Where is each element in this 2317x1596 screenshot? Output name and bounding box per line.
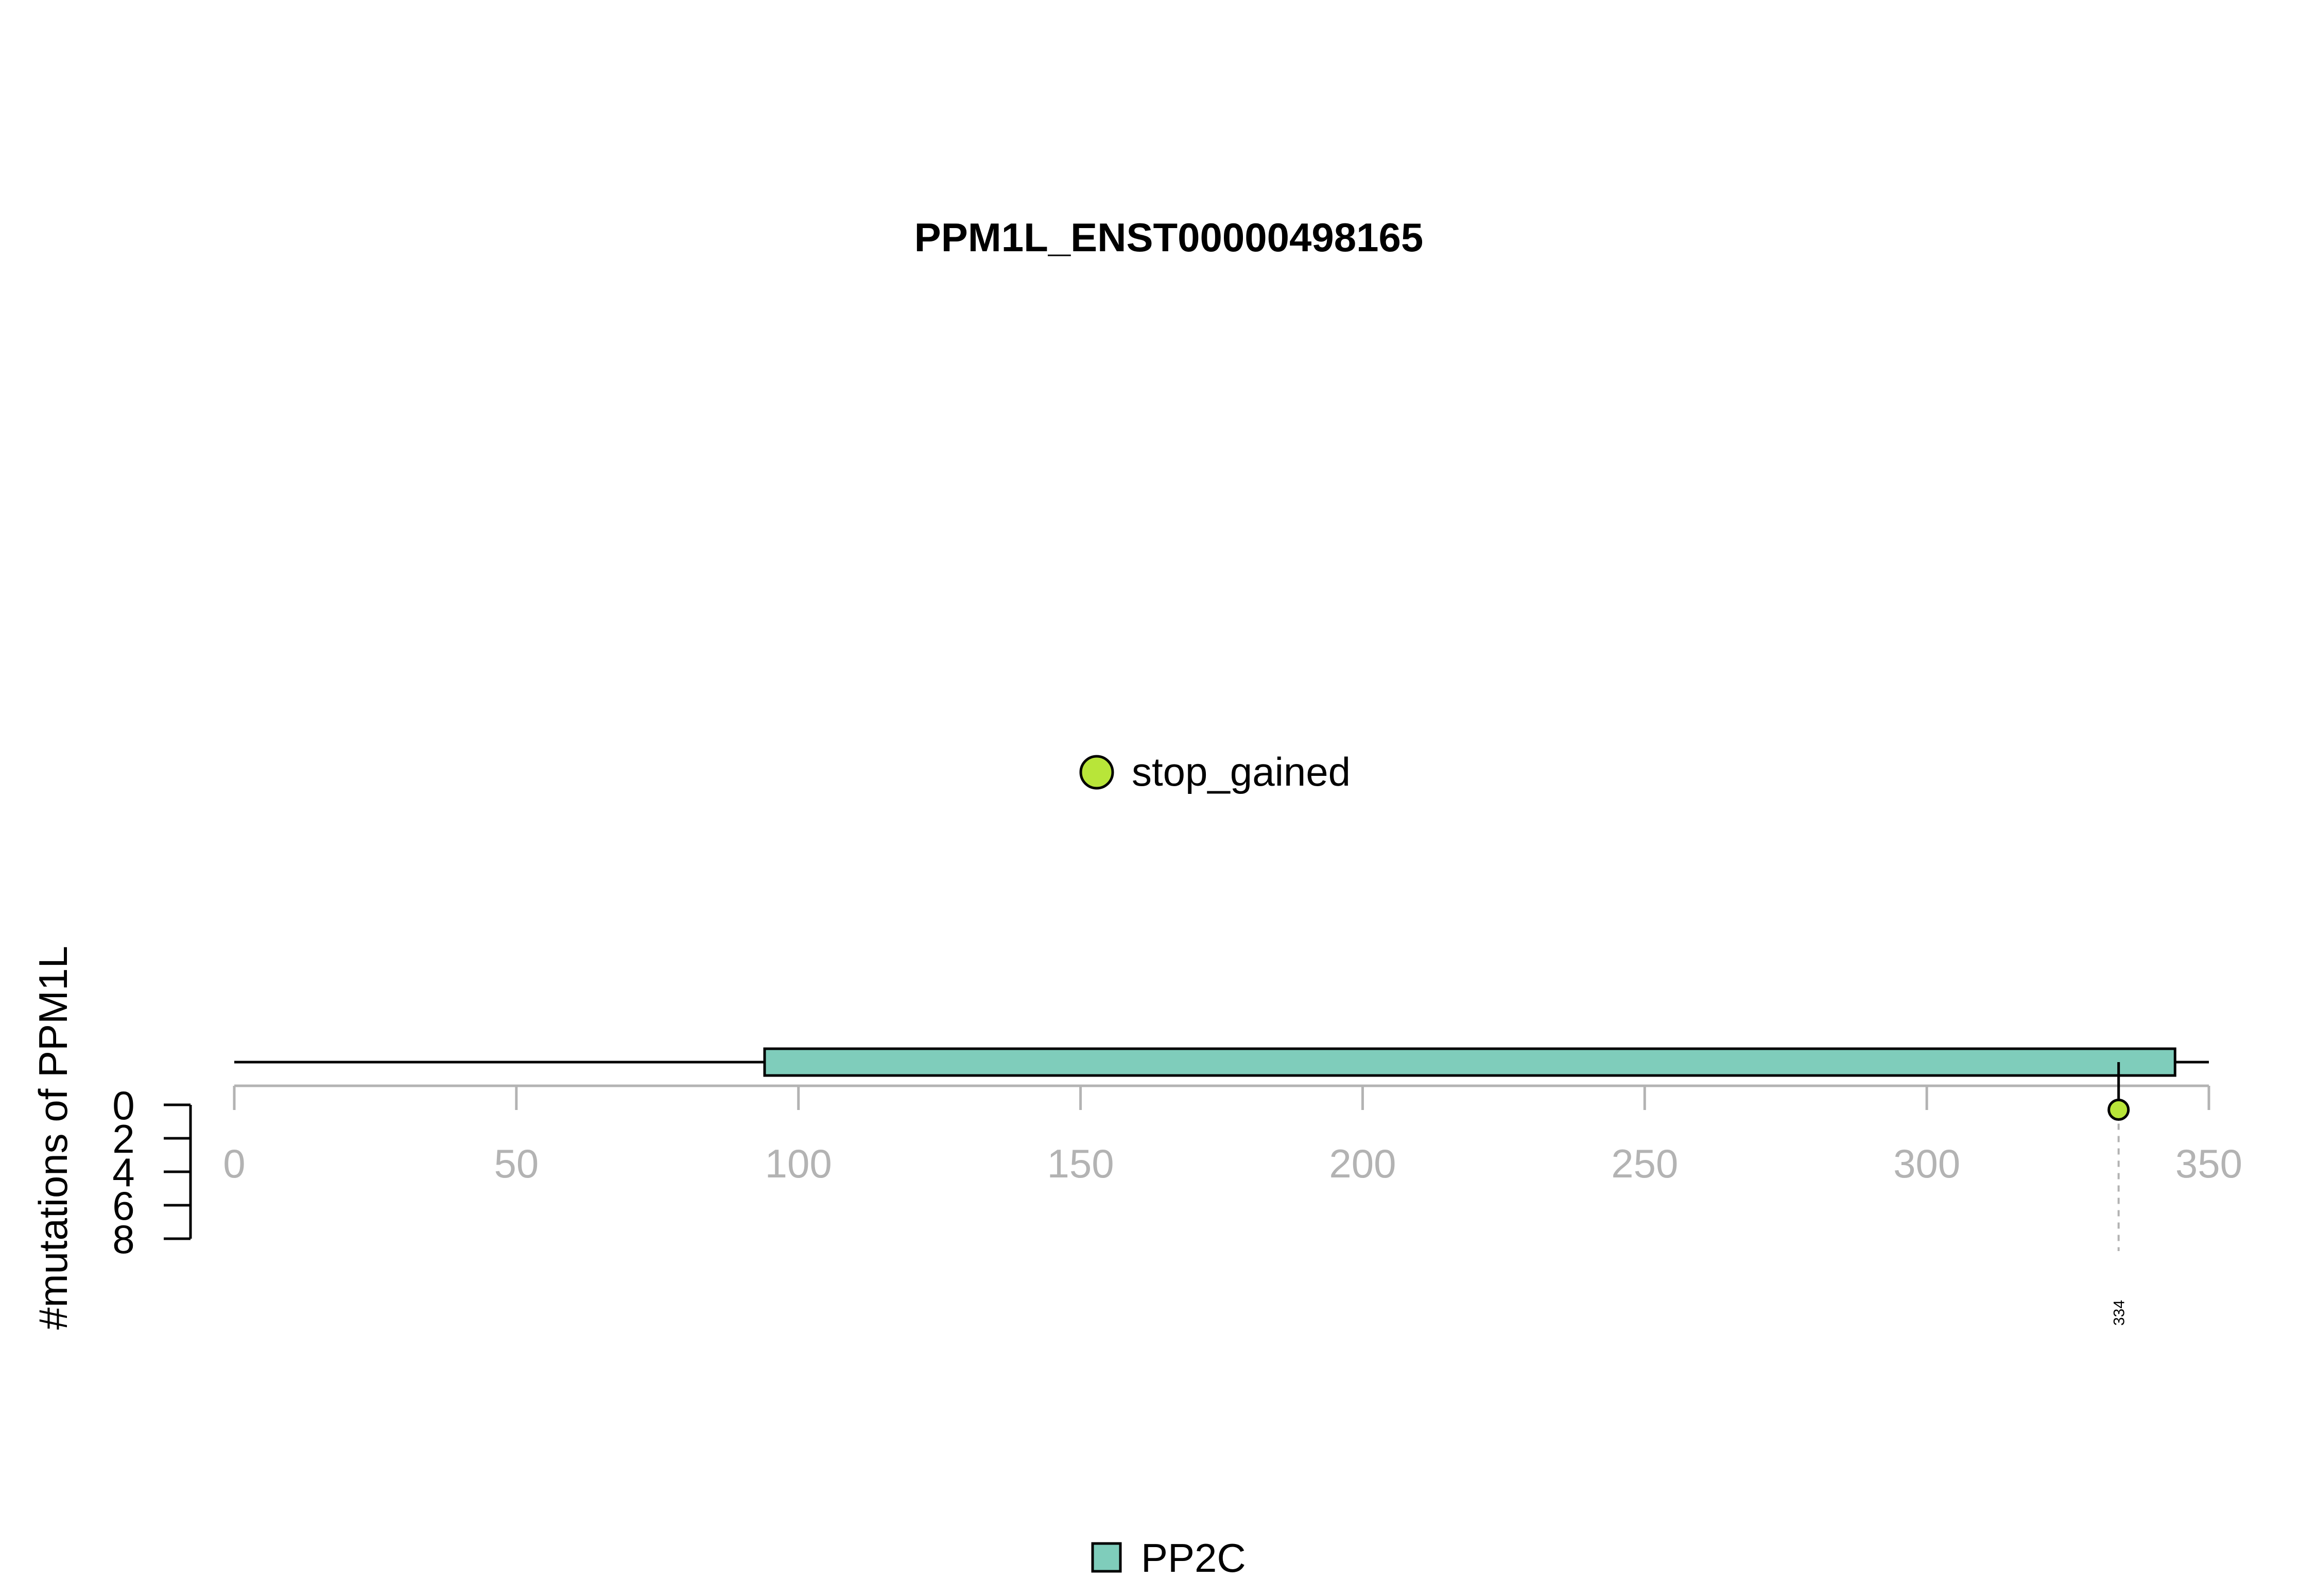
x-tick-label: 350 [2175, 1141, 2242, 1186]
mutation-legend-key [1079, 755, 1114, 790]
mutation-position-label: 334 [2111, 1300, 2128, 1326]
x-tick-label: 100 [765, 1141, 832, 1186]
x-tick-label: 250 [1611, 1141, 1678, 1186]
x-tick-label: 150 [1047, 1141, 1114, 1186]
chart-title: PPM1L_ENST00000498165 [914, 215, 1424, 260]
mutation-legend-label: stop_gained [1132, 749, 1351, 794]
domain-legend-label: PP2C [1141, 1535, 1246, 1581]
x-tick-label: 300 [1893, 1141, 1960, 1186]
x-tick-label: 200 [1329, 1141, 1396, 1186]
domain-legend: PP2C [1091, 1535, 1246, 1581]
y-axis-label: #mutations of PPM1L [30, 946, 76, 1330]
domain-layer [763, 1047, 2176, 1077]
domain-legend-key [1091, 1542, 1122, 1573]
y-tick-label: 2 [112, 1116, 134, 1161]
mutation-layer: 334 [2107, 1062, 2130, 1326]
x-axis: 0 50 100 150 200 250 300 350 [223, 1084, 2242, 1186]
mutation-point [2107, 1099, 2130, 1121]
domain-pp2c [763, 1047, 2176, 1077]
y-tick-label: 4 [112, 1150, 134, 1195]
mutation-legend: stop_gained [1079, 749, 1351, 794]
y-tick-label: 6 [112, 1183, 134, 1228]
x-tick-label: 50 [494, 1141, 539, 1186]
y-tick-label: 0 [112, 1083, 134, 1128]
x-tick-label: 0 [223, 1141, 245, 1186]
y-tick-label: 8 [112, 1217, 134, 1262]
